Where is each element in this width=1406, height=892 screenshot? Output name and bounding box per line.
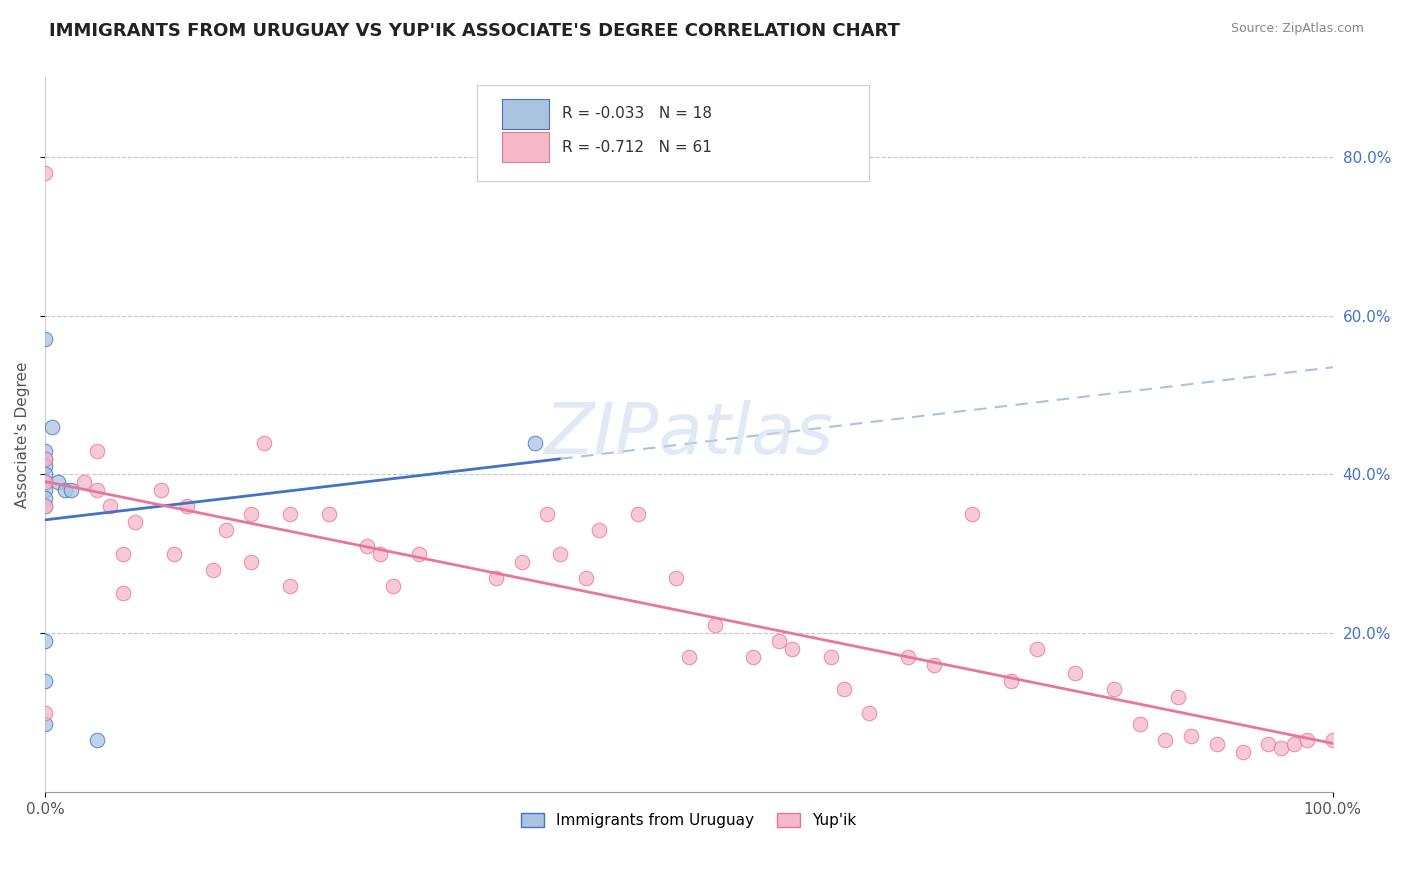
- Point: [1129, 717, 1152, 731]
- Point: [278, 507, 301, 521]
- Point: [858, 706, 880, 720]
- Text: ZIPatlas: ZIPatlas: [544, 401, 834, 469]
- Point: [34, 443, 56, 458]
- Point: [510, 555, 533, 569]
- Point: [922, 657, 945, 672]
- Point: [962, 507, 984, 521]
- Point: [536, 507, 558, 521]
- Point: [408, 547, 430, 561]
- Point: [34, 475, 56, 490]
- Point: [46, 475, 69, 490]
- Text: Source: ZipAtlas.com: Source: ZipAtlas.com: [1230, 22, 1364, 36]
- Point: [240, 555, 263, 569]
- Point: [485, 571, 508, 585]
- Point: [1322, 733, 1344, 747]
- Point: [34, 451, 56, 466]
- Point: [1154, 733, 1177, 747]
- Point: [678, 650, 700, 665]
- Point: [381, 578, 404, 592]
- Point: [34, 491, 56, 506]
- Point: [548, 547, 571, 561]
- Point: [201, 563, 224, 577]
- Point: [34, 333, 56, 347]
- Point: [86, 443, 108, 458]
- Point: [780, 642, 803, 657]
- FancyBboxPatch shape: [502, 132, 548, 162]
- Point: [1000, 673, 1022, 688]
- Point: [34, 451, 56, 466]
- Point: [240, 507, 263, 521]
- FancyBboxPatch shape: [502, 99, 548, 128]
- Point: [318, 507, 340, 521]
- Point: [1102, 681, 1125, 696]
- Point: [34, 499, 56, 513]
- Point: [768, 634, 790, 648]
- Point: [1180, 730, 1202, 744]
- Legend: Immigrants from Uruguay, Yup'ik: Immigrants from Uruguay, Yup'ik: [515, 807, 863, 834]
- Point: [742, 650, 765, 665]
- Point: [832, 681, 855, 696]
- Point: [34, 499, 56, 513]
- Point: [73, 475, 96, 490]
- Point: [820, 650, 842, 665]
- Point: [665, 571, 688, 585]
- Point: [124, 515, 146, 529]
- Point: [34, 634, 56, 648]
- Y-axis label: Associate's Degree: Associate's Degree: [15, 361, 30, 508]
- Point: [60, 483, 83, 498]
- Point: [34, 483, 56, 498]
- Point: [1206, 737, 1229, 751]
- Text: R = -0.033   N = 18: R = -0.033 N = 18: [561, 106, 711, 121]
- Point: [163, 547, 186, 561]
- Point: [1167, 690, 1189, 704]
- Point: [1025, 642, 1047, 657]
- Point: [34, 467, 56, 482]
- Point: [703, 618, 725, 632]
- Point: [1257, 737, 1279, 751]
- Point: [34, 673, 56, 688]
- Point: [53, 483, 76, 498]
- Point: [253, 435, 276, 450]
- Point: [575, 571, 598, 585]
- Point: [176, 499, 198, 513]
- Point: [1232, 745, 1254, 759]
- Point: [1296, 733, 1319, 747]
- Point: [1064, 665, 1087, 680]
- Point: [34, 166, 56, 180]
- Point: [523, 435, 546, 450]
- Point: [41, 419, 63, 434]
- Point: [34, 706, 56, 720]
- Point: [588, 523, 610, 537]
- Point: [98, 499, 121, 513]
- Point: [356, 539, 378, 553]
- Point: [278, 578, 301, 592]
- Point: [111, 547, 134, 561]
- Point: [150, 483, 173, 498]
- Point: [1270, 741, 1292, 756]
- Point: [111, 586, 134, 600]
- FancyBboxPatch shape: [477, 85, 869, 181]
- Point: [368, 547, 391, 561]
- Text: R = -0.712   N = 61: R = -0.712 N = 61: [561, 140, 711, 155]
- Point: [897, 650, 920, 665]
- Point: [1282, 737, 1305, 751]
- Point: [34, 717, 56, 731]
- Point: [34, 475, 56, 490]
- Point: [86, 483, 108, 498]
- Point: [86, 733, 108, 747]
- Point: [626, 507, 648, 521]
- Text: IMMIGRANTS FROM URUGUAY VS YUP'IK ASSOCIATE'S DEGREE CORRELATION CHART: IMMIGRANTS FROM URUGUAY VS YUP'IK ASSOCI…: [49, 22, 900, 40]
- Point: [34, 459, 56, 474]
- Point: [214, 523, 236, 537]
